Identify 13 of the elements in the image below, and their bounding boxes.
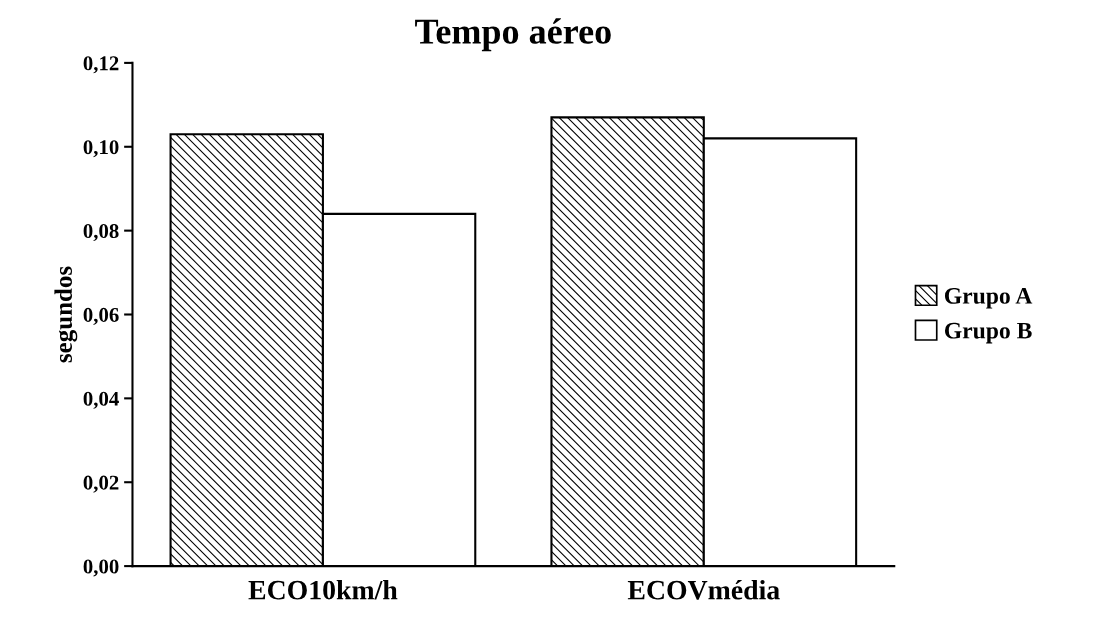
legend-label: Grupo B <box>944 322 1032 344</box>
y-axis-title: segundos <box>54 266 78 363</box>
y-tick-label: 0,00 <box>83 559 119 577</box>
x-tick-label: ECOVmédia <box>627 579 780 600</box>
legend-label: Grupo A <box>944 287 1033 309</box>
y-tick-label: 0,10 <box>83 140 119 158</box>
y-tick-label: 0,02 <box>83 475 119 493</box>
x-tick-label: ECO10km/h <box>248 579 398 600</box>
chart-title: Tempo aéreo <box>415 18 611 52</box>
y-tick-label: 0,04 <box>83 391 119 409</box>
y-tick-label: 0,08 <box>83 224 119 242</box>
y-tick-label: 0,12 <box>83 56 119 74</box>
y-tick-label: 0,06 <box>83 307 119 325</box>
